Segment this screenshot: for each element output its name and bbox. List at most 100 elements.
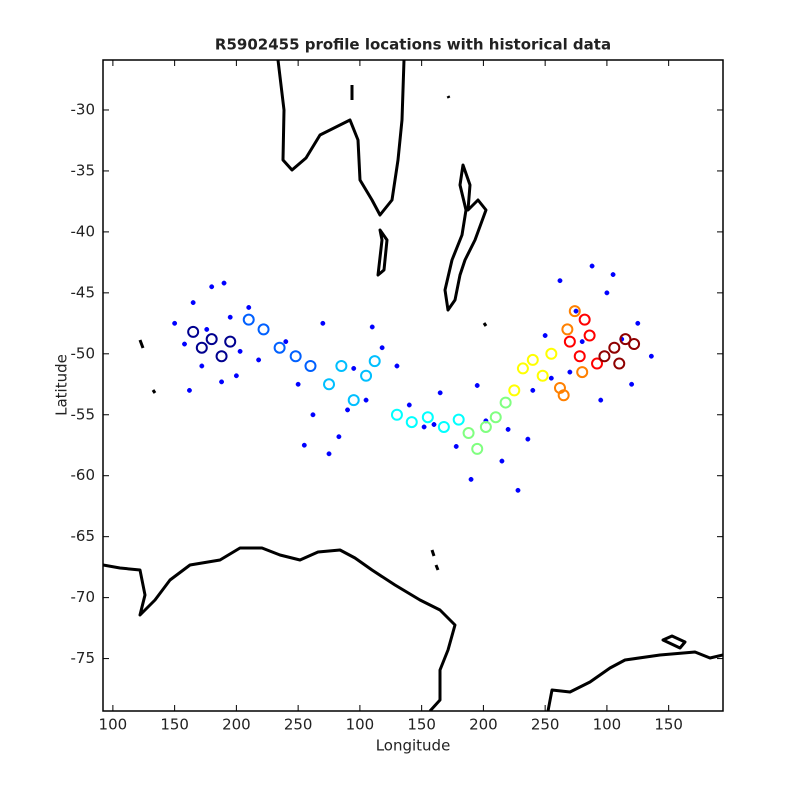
historical-point (301, 442, 307, 448)
profile-point (242, 313, 255, 326)
historical-point (542, 333, 548, 338)
profile-point (526, 353, 539, 366)
profile-point (471, 442, 484, 455)
y-tick-label: -30 (71, 100, 96, 118)
profile-point (576, 366, 589, 379)
profile-point (437, 420, 450, 433)
x-tick-label: 200 (222, 716, 251, 734)
y-tick-label: -65 (71, 527, 96, 545)
historical-point (320, 320, 326, 326)
profile-point (323, 378, 336, 391)
profile-point (561, 323, 574, 336)
historical-point (453, 444, 459, 449)
profile-point (224, 335, 237, 348)
x-tick-label: 200 (469, 716, 498, 734)
x-axis-label: Longitude (376, 737, 451, 755)
historical-point (345, 407, 350, 413)
coastline (103, 546, 457, 711)
profile-point (304, 359, 317, 372)
historical-point (199, 363, 205, 369)
historical-point (474, 383, 480, 388)
profile-point (205, 333, 218, 346)
historical-point (610, 272, 616, 278)
chart-title: R5902455 profile locations with historic… (215, 36, 611, 54)
profile-point (257, 323, 270, 336)
y-tick-label: -35 (71, 161, 96, 179)
y-tick-label: -45 (71, 283, 96, 301)
historical-point (204, 326, 210, 332)
historical-point (172, 320, 178, 326)
historical-point (604, 290, 610, 296)
y-axis-label: Latitude (53, 354, 71, 416)
profile-point (516, 362, 529, 375)
x-tick-label: 150 (407, 716, 436, 734)
historical-point (233, 373, 239, 379)
profile-point (499, 396, 512, 409)
coastline (276, 60, 406, 217)
profile-point (215, 350, 228, 363)
profile-point (628, 338, 641, 351)
x-tick-label: 100 (99, 716, 128, 734)
historical-point (187, 387, 192, 393)
historical-point (431, 422, 437, 427)
historical-point (421, 424, 427, 430)
profile-point (347, 394, 360, 407)
profile-point (536, 369, 549, 382)
profile-point (578, 313, 591, 326)
x-tick-label: 100 (346, 716, 375, 734)
plot-frame (102, 59, 724, 712)
historical-point (629, 381, 635, 387)
profile-point (568, 305, 581, 318)
coastline (546, 650, 723, 711)
profile-point (360, 369, 373, 382)
profile-point (608, 341, 621, 354)
historical-point (648, 353, 654, 359)
profile-point (508, 384, 521, 397)
x-tick-label: 150 (160, 716, 189, 734)
profile-point (368, 355, 381, 368)
historical-point (209, 284, 215, 290)
coastline (443, 163, 488, 312)
profile-point (289, 350, 302, 363)
historical-point (406, 402, 412, 408)
historical-point (283, 339, 289, 345)
profile-point (545, 347, 558, 360)
y-tick-label: -60 (71, 466, 96, 484)
profile-point (462, 427, 475, 440)
coastline (376, 228, 389, 277)
profile-point (591, 357, 604, 370)
data-layer (172, 263, 654, 493)
historical-point (219, 379, 225, 385)
profile-point (390, 408, 403, 421)
x-tick-label: 150 (654, 716, 683, 734)
historical-point (190, 300, 196, 306)
coastline (661, 634, 687, 650)
historical-point (515, 487, 521, 493)
historical-point (351, 365, 357, 371)
historical-point (394, 363, 400, 369)
coastline (138, 85, 488, 571)
x-tick-label: 250 (531, 716, 560, 734)
y-tick-label: -40 (71, 222, 96, 240)
historical-point (635, 320, 641, 326)
profile-point (273, 341, 286, 354)
historical-point (182, 341, 187, 347)
profile-point (489, 411, 502, 424)
historical-point (567, 369, 573, 375)
historical-point (310, 412, 316, 418)
profile-point (452, 413, 465, 426)
historical-point (589, 263, 595, 269)
profile-point (557, 389, 570, 402)
historical-point (237, 348, 243, 354)
profile-point (405, 416, 418, 429)
historical-point (468, 476, 474, 482)
historical-point (548, 375, 554, 381)
historical-point (326, 451, 332, 457)
historical-point (499, 458, 505, 464)
historical-point (379, 345, 385, 351)
historical-point (295, 381, 301, 387)
profile-point (187, 325, 200, 338)
